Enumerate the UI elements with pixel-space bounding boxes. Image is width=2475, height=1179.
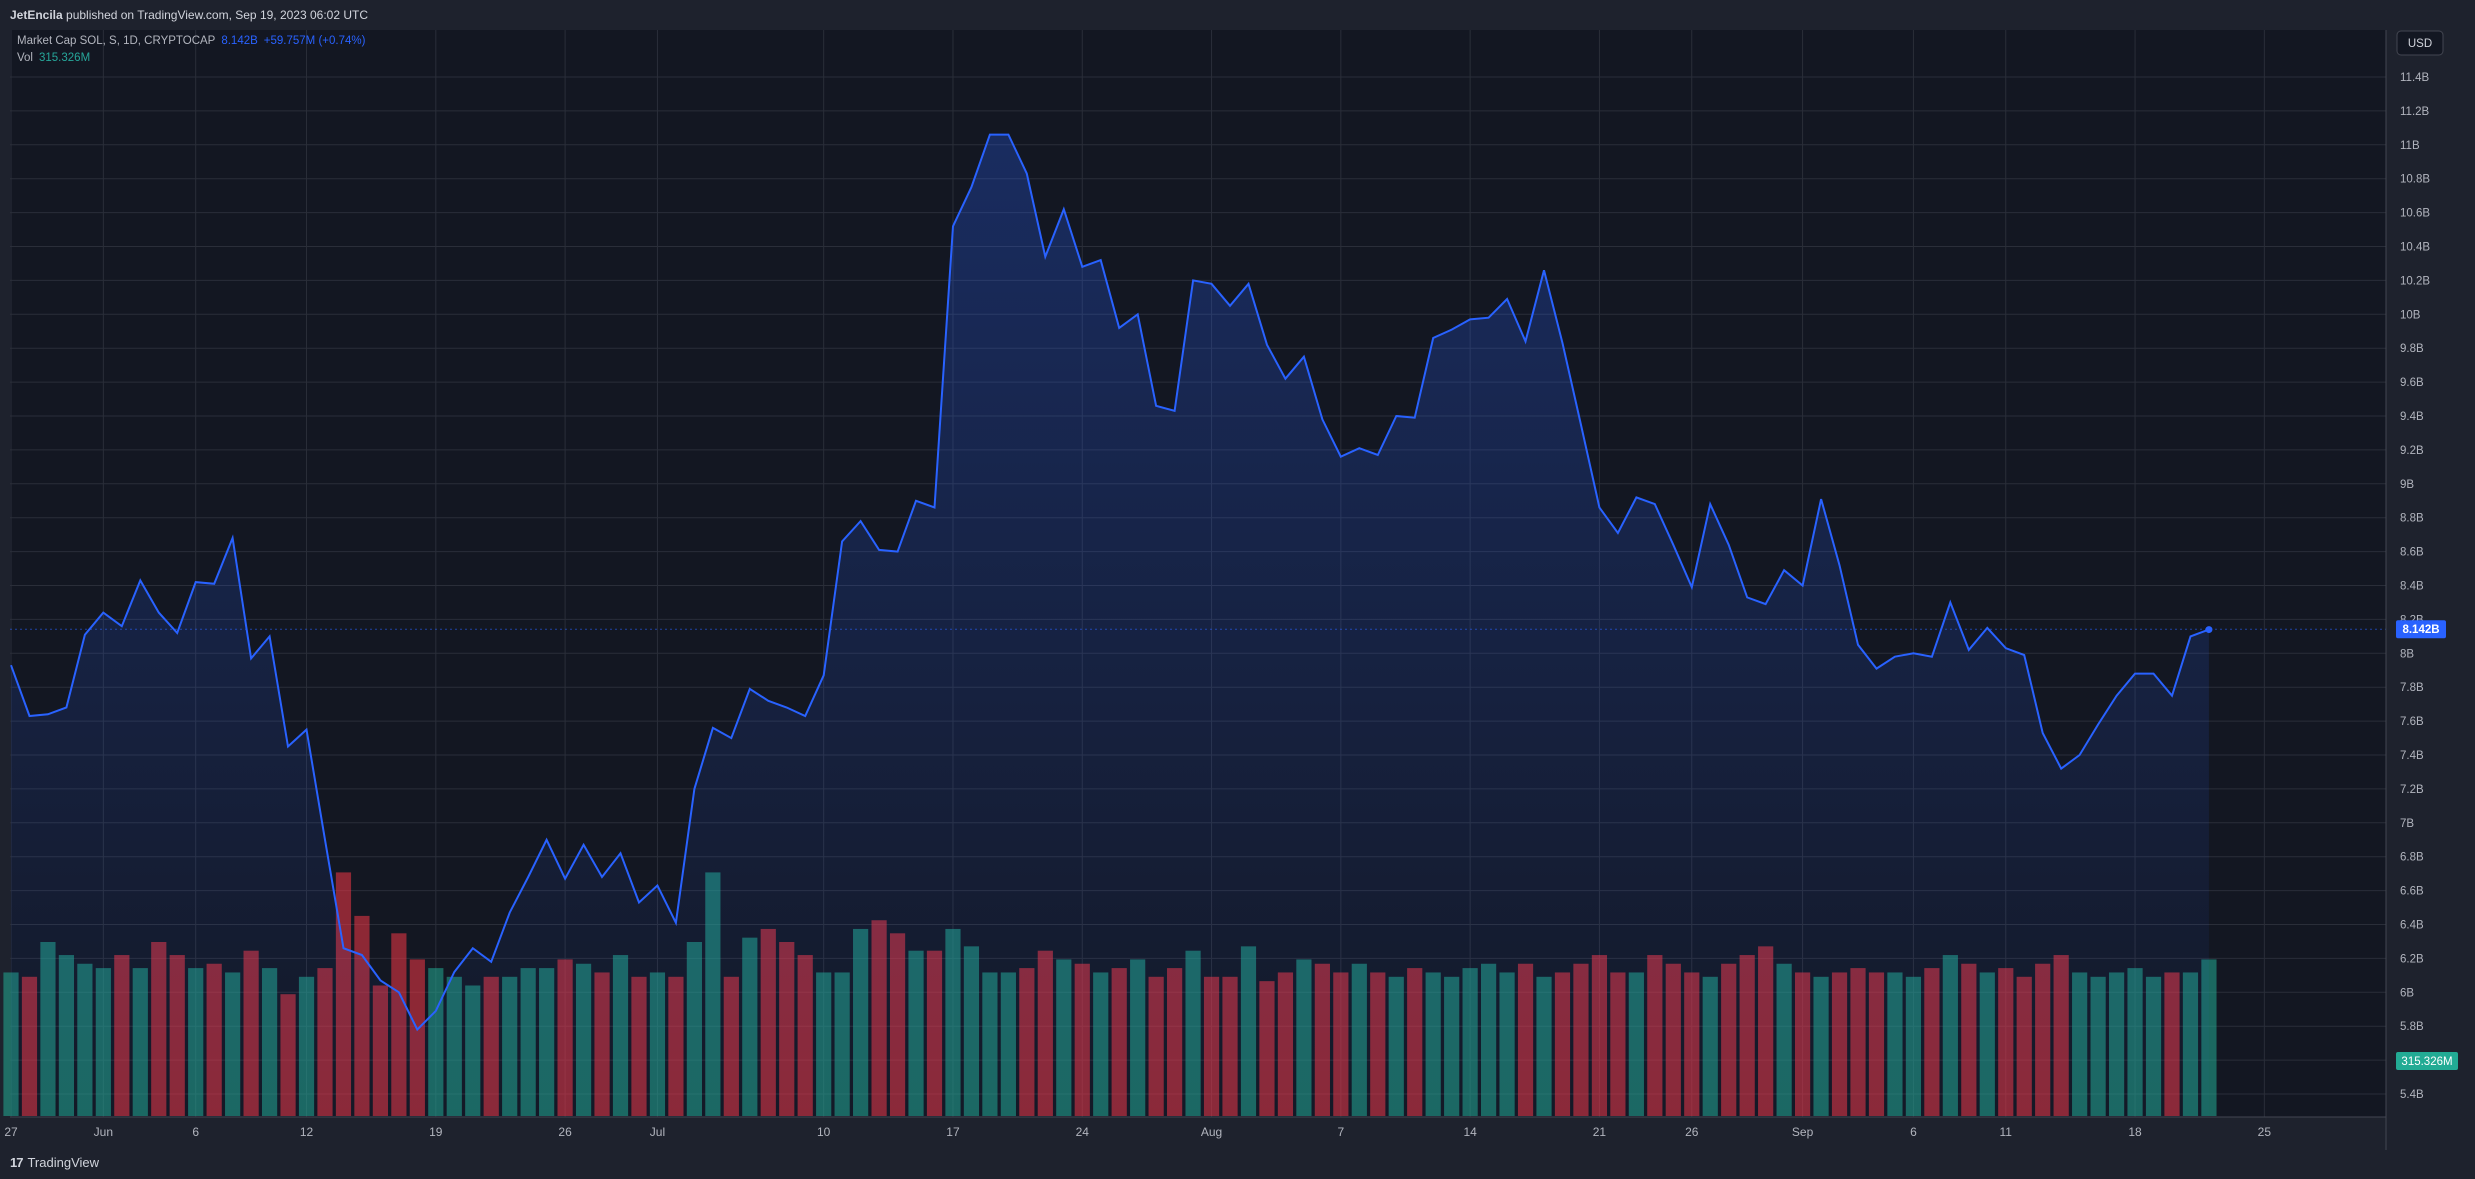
x-tick-label: Jun — [94, 1125, 113, 1139]
y-tick-label: 5.4B — [2400, 1089, 2424, 1101]
x-tick-label: 11 — [2000, 1125, 2013, 1139]
y-tick-label: 6.2B — [2400, 953, 2424, 965]
y-tick-label: 11.2B — [2400, 106, 2430, 118]
last-price-label: 8.142B — [2402, 624, 2439, 636]
y-tick-label: 7.4B — [2400, 750, 2424, 762]
time-axis[interactable]: 27 Jun 6 12 19 26 Jul 10 17 24 Aug 7 14 21 26 Sep 6 11 18 2… — [4, 1116, 2386, 1139]
x-tick-label: 12 — [300, 1125, 314, 1139]
x-tick-label: 6 — [192, 1125, 199, 1139]
y-tick-label: 10.8B — [2400, 174, 2430, 186]
last-price-badge: 8.142B — [2396, 620, 2446, 639]
legend-volume-label: Vol — [17, 52, 33, 64]
y-tick-label: 8.6B — [2400, 547, 2424, 559]
y-tick-label: 9.6B — [2400, 377, 2424, 389]
price-axis[interactable]: 11.4B 11.2B 11B 10.8B 10.6B 10.4B 10.2B 10B 9.8B… — [2385, 30, 2430, 1150]
legend-change: +59.757M (+0.74%) — [263, 35, 366, 47]
x-tick-label: Sep — [1792, 1125, 1814, 1139]
x-tick-label: 24 — [1076, 1125, 1090, 1139]
y-tick-label: 8.8B — [2400, 513, 2424, 525]
x-tick-label: Aug — [1201, 1125, 1222, 1139]
x-tick-label: 7 — [1337, 1125, 1344, 1139]
market-cap-line — [10, 133, 2210, 1032]
y-tick-label: 6.8B — [2400, 852, 2424, 864]
y-tick-label: 8.4B — [2400, 581, 2424, 593]
tradingview-logo-icon: 17 — [10, 1155, 24, 1170]
y-tick-label: 7.8B — [2400, 682, 2424, 694]
legend-symbol: Market Cap SOL, S, 1D, CRYPTOCAP — [17, 35, 216, 47]
x-tick-label: 14 — [1463, 1125, 1477, 1139]
y-tick-label: 10.2B — [2400, 275, 2430, 287]
y-tick-label: 9.2B — [2400, 445, 2424, 457]
y-tick-label: 11B — [2400, 140, 2420, 152]
y-tick-label: 9B — [2400, 479, 2414, 491]
currency-label: USD — [2408, 38, 2432, 50]
y-tick-label: 6.4B — [2400, 920, 2424, 932]
x-tick-label: Jul — [650, 1125, 665, 1139]
y-tick-label: 9.8B — [2400, 343, 2424, 355]
x-tick-label: 25 — [2258, 1125, 2272, 1139]
x-tick-label: 26 — [558, 1125, 572, 1139]
x-tick-label: 18 — [2128, 1125, 2142, 1139]
y-tick-label: 10.6B — [2400, 208, 2430, 220]
y-tick-label: 6B — [2400, 987, 2414, 999]
y-tick-label: 8B — [2400, 648, 2414, 660]
currency-badge[interactable]: USD — [2396, 30, 2444, 56]
publish-info: published on TradingView.com, Sep 19, 20… — [62, 8, 369, 22]
y-tick-label: 10.4B — [2400, 242, 2430, 254]
legend-volume-row[interactable]: Vol 315.326M — [17, 50, 365, 67]
y-tick-label: 5.8B — [2400, 1021, 2424, 1033]
author-name[interactable]: JetEncila — [10, 8, 63, 22]
last-volume-badge: 315.326M — [2396, 1052, 2458, 1070]
y-tick-label: 11.4B — [2400, 72, 2430, 84]
y-tick-label: 9.4B — [2400, 411, 2424, 423]
publish-header: JetEncila published on TradingView.com, … — [0, 0, 2475, 30]
x-tick-label: 10 — [817, 1125, 831, 1139]
x-tick-label: 6 — [1910, 1125, 1917, 1139]
tradingview-footer[interactable]: 17 TradingView — [10, 1152, 99, 1174]
x-tick-label: 21 — [1593, 1125, 1607, 1139]
y-tick-label: 7.2B — [2400, 784, 2424, 796]
last-volume-label: 315.326M — [2401, 1056, 2452, 1068]
y-tick-label: 6.6B — [2400, 886, 2424, 898]
y-tick-label: 10B — [2400, 309, 2421, 321]
y-tick-label: 7B — [2400, 818, 2414, 830]
x-tick-label: 19 — [429, 1125, 443, 1139]
legend-volume-value: 315.326M — [39, 52, 91, 64]
market-cap-area — [11, 134, 2209, 1118]
x-tick-label: 27 — [4, 1125, 18, 1139]
y-tick-label: 7.6B — [2400, 716, 2424, 728]
legend-main-row[interactable]: Market Cap SOL, S, 1D, CRYPTOCAP 8.142B +5… — [17, 33, 365, 50]
last-price-dot — [2205, 626, 2213, 634]
x-tick-label: 17 — [946, 1125, 960, 1139]
brand-name: TradingView — [27, 1155, 100, 1170]
x-tick-label: 26 — [1685, 1125, 1699, 1139]
legend-value: 8.142B — [221, 35, 258, 47]
chart-legend: Market Cap SOL, S, 1D, CRYPTOCAP 8.142B +5… — [17, 33, 365, 67]
